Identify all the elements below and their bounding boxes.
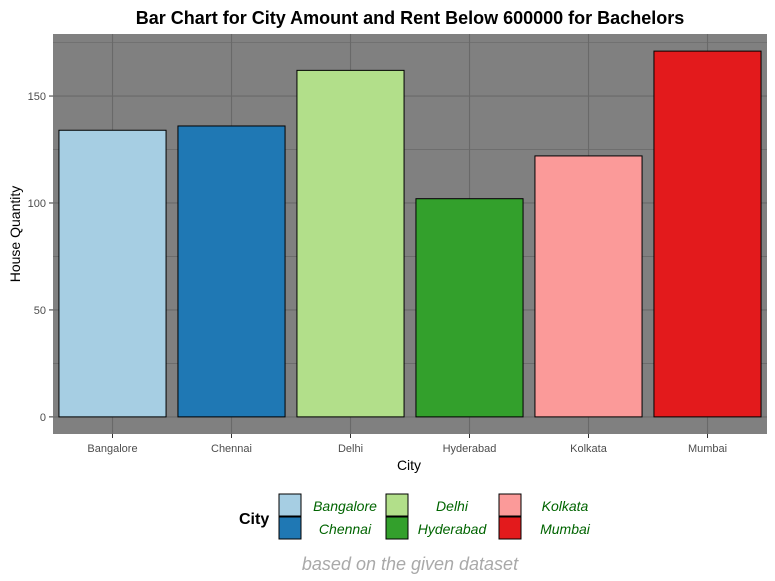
legend-label-chennai: Chennai (319, 521, 372, 537)
y-axis-title: House Quantity (7, 186, 23, 283)
bar-chennai (177, 125, 286, 418)
x-axis: Bangalore Chennai Delhi Hyderabad Kolkata Mum… (87, 434, 727, 455)
x-tick-label: Bangalore (87, 443, 137, 455)
legend-title: City (239, 511, 269, 528)
legend: City Bangalore Chennai Delhi Hyderabad Kolka… (239, 493, 591, 540)
legend-key-mumbai (498, 516, 522, 540)
bar-delhi (296, 69, 405, 418)
legend-key-kolkata (498, 493, 522, 517)
legend-key-bangalore (278, 493, 302, 517)
y-tick-label: 50 (34, 305, 46, 317)
bar-bangalore (58, 129, 167, 418)
x-tick-label: Kolkata (570, 443, 608, 455)
legend-label-kolkata: Kolkata (542, 498, 589, 514)
legend-key-chennai (278, 516, 302, 540)
x-tick-label: Mumbai (688, 443, 727, 455)
chart-caption: based on the given dataset (302, 554, 519, 574)
y-tick-label: 100 (28, 198, 46, 210)
x-axis-title: City (397, 457, 421, 473)
legend-key-delhi (385, 493, 409, 517)
bar-kolkata (534, 155, 643, 418)
legend-label-delhi: Delhi (436, 498, 469, 514)
x-tick-label: Chennai (211, 443, 252, 455)
legend-label-hyderabad: Hyderabad (418, 521, 488, 537)
x-tick-label: Hyderabad (443, 443, 497, 455)
y-axis: 0 50 100 150 (28, 91, 53, 424)
bar-hyderabad (415, 198, 524, 418)
chart-title: Bar Chart for City Amount and Rent Below… (136, 8, 684, 28)
y-tick-label: 150 (28, 91, 46, 103)
plot-panel (53, 34, 767, 434)
legend-label-bangalore: Bangalore (313, 498, 377, 514)
legend-key-hyderabad (385, 516, 409, 540)
y-tick-label: 0 (40, 412, 46, 424)
bar-mumbai (653, 50, 762, 418)
x-tick-label: Delhi (338, 443, 363, 455)
legend-label-mumbai: Mumbai (540, 521, 591, 537)
bars (58, 50, 762, 418)
